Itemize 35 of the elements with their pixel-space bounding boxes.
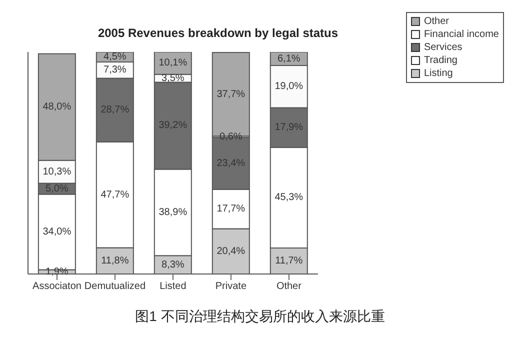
x-tick-label: Listed	[160, 281, 186, 292]
text: Financial income	[424, 28, 499, 41]
data-label: 4,5%	[104, 51, 126, 62]
data-label: 38,9%	[158, 206, 188, 218]
caption: 图1 不同治理结构交易所的收入来源比重	[134, 308, 386, 326]
data-label: 45,3%	[274, 192, 304, 204]
data-label: 6,1%	[278, 53, 300, 64]
data-label: 10,3%	[42, 166, 72, 178]
x-tick-label: Demutualized	[84, 281, 146, 292]
x-tick-label: Associaton	[32, 281, 82, 292]
data-label: 28,7%	[100, 104, 130, 116]
data-label: 7,3%	[104, 64, 126, 76]
text: Trading	[424, 54, 458, 67]
data-label: 39,2%	[158, 120, 188, 132]
data-label: 47,7%	[100, 189, 130, 200]
data-label: 8,3%	[162, 259, 184, 270]
chart-title: 2005 Revenues breakdown by legal status	[96, 26, 340, 40]
data-label: 37,7%	[216, 88, 246, 100]
legend-label: Other	[424, 15, 449, 28]
x-tick-label: Private	[215, 281, 247, 292]
data-label: 23,4%	[216, 158, 246, 169]
data-label: 5,0%	[46, 183, 68, 194]
x-tick-label: Other	[276, 281, 302, 292]
data-label: 11,8%	[101, 255, 129, 266]
data-label: 34,0%	[42, 226, 72, 238]
data-label: 48,0%	[42, 102, 72, 113]
data-label: 11,7%	[275, 256, 303, 267]
data-label: 17,7%	[216, 204, 246, 215]
data-label: 17,9%	[274, 122, 304, 134]
data-label: 20,4%	[216, 246, 246, 257]
data-label: 3,5%	[162, 72, 184, 84]
legend-label: Services	[424, 41, 462, 54]
legend-label: Listing	[424, 67, 453, 80]
data-label: 10,1%	[158, 58, 188, 69]
data-label: 19,0%	[274, 81, 304, 92]
